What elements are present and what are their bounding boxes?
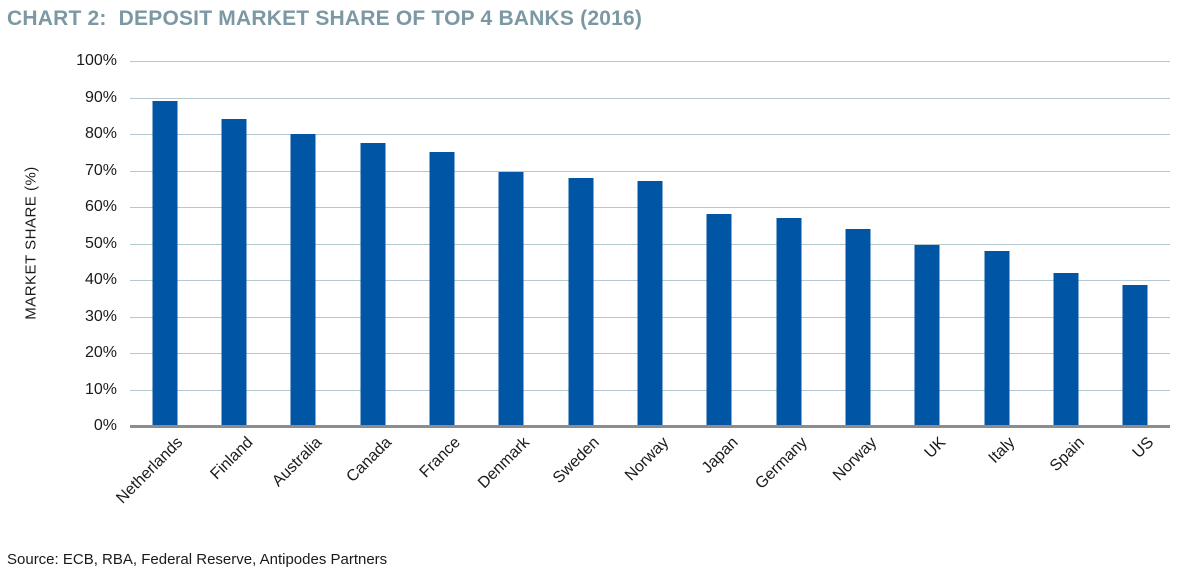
y-axis-tick-label: 100% [76, 52, 117, 69]
y-axis-tick-label: 40% [84, 271, 117, 288]
y-axis-tick-label: 10% [84, 380, 117, 398]
x-axis-label: Australia [269, 434, 326, 491]
bar-japan [706, 214, 732, 426]
bar-us [1122, 285, 1148, 426]
gridline [130, 170, 1170, 172]
bar-norway [845, 228, 871, 426]
gridline [130, 97, 1170, 99]
bar-uk [914, 245, 940, 426]
y-axis-tick-label: 90% [84, 88, 117, 106]
y-axis-tick-label: 50% [84, 234, 117, 252]
x-axis-label: France [416, 434, 465, 482]
x-axis-label: US [1129, 434, 1158, 462]
bar-canada [360, 143, 386, 426]
bar-denmark [498, 172, 524, 426]
chart-title: CHART 2: DEPOSIT MARKET SHARE OF TOP 4 B… [7, 7, 643, 30]
x-axis-label: UK [921, 434, 950, 462]
bar-netherlands [152, 101, 178, 426]
bar-slot [1031, 61, 1100, 426]
bar-sweden [568, 177, 594, 426]
bar-slot [407, 61, 476, 426]
x-axis-label: Germany [752, 434, 811, 493]
bar-slot [546, 61, 615, 426]
x-axis-label: Norway [621, 434, 673, 485]
bar-norway [637, 181, 663, 426]
bar-slot [1101, 61, 1170, 426]
bar-finland [221, 119, 247, 426]
bar-slot [754, 61, 823, 426]
bar-slot [199, 61, 268, 426]
y-axis-title: MARKET SHARE (%) [22, 166, 40, 320]
x-axis-label: Netherlands [113, 434, 187, 508]
x-axis-label: Japan [698, 434, 742, 477]
x-axis-line [130, 425, 1170, 428]
bars-container [130, 61, 1170, 426]
x-axis-label: Norway [829, 434, 881, 485]
x-axis-label: Denmark [475, 434, 534, 492]
x-axis-label: Canada [343, 434, 395, 486]
bar-slot [962, 61, 1031, 426]
x-axis-label: Finland [206, 434, 257, 484]
y-axis-tick-label: 80% [84, 125, 117, 142]
bar-slot [823, 61, 892, 426]
plot-area [130, 61, 1170, 428]
bar-germany [776, 217, 802, 426]
bar-slot [338, 61, 407, 426]
source-note: Source: ECB, RBA, Federal Reserve, Antip… [7, 551, 388, 568]
bar-slot [685, 61, 754, 426]
gridline [130, 61, 1170, 62]
bar-slot [615, 61, 684, 426]
bar-spain [1053, 272, 1079, 426]
bar-slot [893, 61, 962, 426]
bar-slot [269, 61, 338, 426]
bar-slot [477, 61, 546, 426]
bar-australia [290, 134, 316, 426]
x-axis-label: Spain [1047, 434, 1089, 475]
y-axis-tick-label: 0% [93, 417, 117, 434]
bar-france [429, 152, 455, 426]
x-axis-label: Italy [985, 434, 1019, 467]
bar-slot [130, 61, 199, 426]
x-axis-label: Sweden [549, 434, 603, 487]
y-axis-tick-label: 30% [84, 307, 117, 325]
y-axis-tick-label: 20% [84, 344, 117, 361]
bar-italy [984, 250, 1010, 426]
gridline [130, 134, 1170, 135]
y-axis-tick-label: 70% [84, 161, 117, 179]
y-axis-tick-label: 60% [84, 198, 117, 215]
